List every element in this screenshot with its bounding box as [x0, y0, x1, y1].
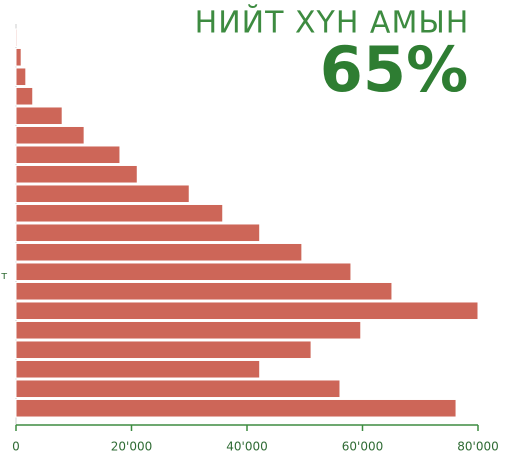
- chart-title: НИЙТ ХҮН АМЫН: [195, 5, 470, 41]
- bar: [15, 67, 27, 87]
- x-tick-label: 0: [12, 440, 20, 454]
- bar: [15, 106, 63, 126]
- bar: [15, 242, 303, 262]
- x-tick-label: 80'000: [457, 440, 498, 454]
- annotation: т: [1, 269, 8, 282]
- x-tick-label: 60'000: [342, 440, 383, 454]
- bar: [15, 320, 362, 340]
- bar: [15, 301, 479, 321]
- bar: [15, 47, 22, 67]
- chart-subtitle: 65%: [320, 33, 468, 106]
- bar: [15, 184, 190, 204]
- bar: [15, 164, 138, 184]
- bar: [15, 262, 352, 282]
- bar: [15, 340, 312, 360]
- bar: [15, 359, 261, 379]
- x-tick-label: 40'000: [226, 440, 267, 454]
- bar: [15, 28, 18, 48]
- bar: [15, 223, 261, 243]
- bar: [15, 398, 457, 418]
- bar: [15, 379, 341, 399]
- bar: [15, 281, 393, 301]
- x-tick-label: 20'000: [111, 440, 152, 454]
- bar: [15, 203, 224, 223]
- bar: [15, 125, 85, 145]
- bar: [15, 145, 121, 165]
- bar: [15, 86, 34, 106]
